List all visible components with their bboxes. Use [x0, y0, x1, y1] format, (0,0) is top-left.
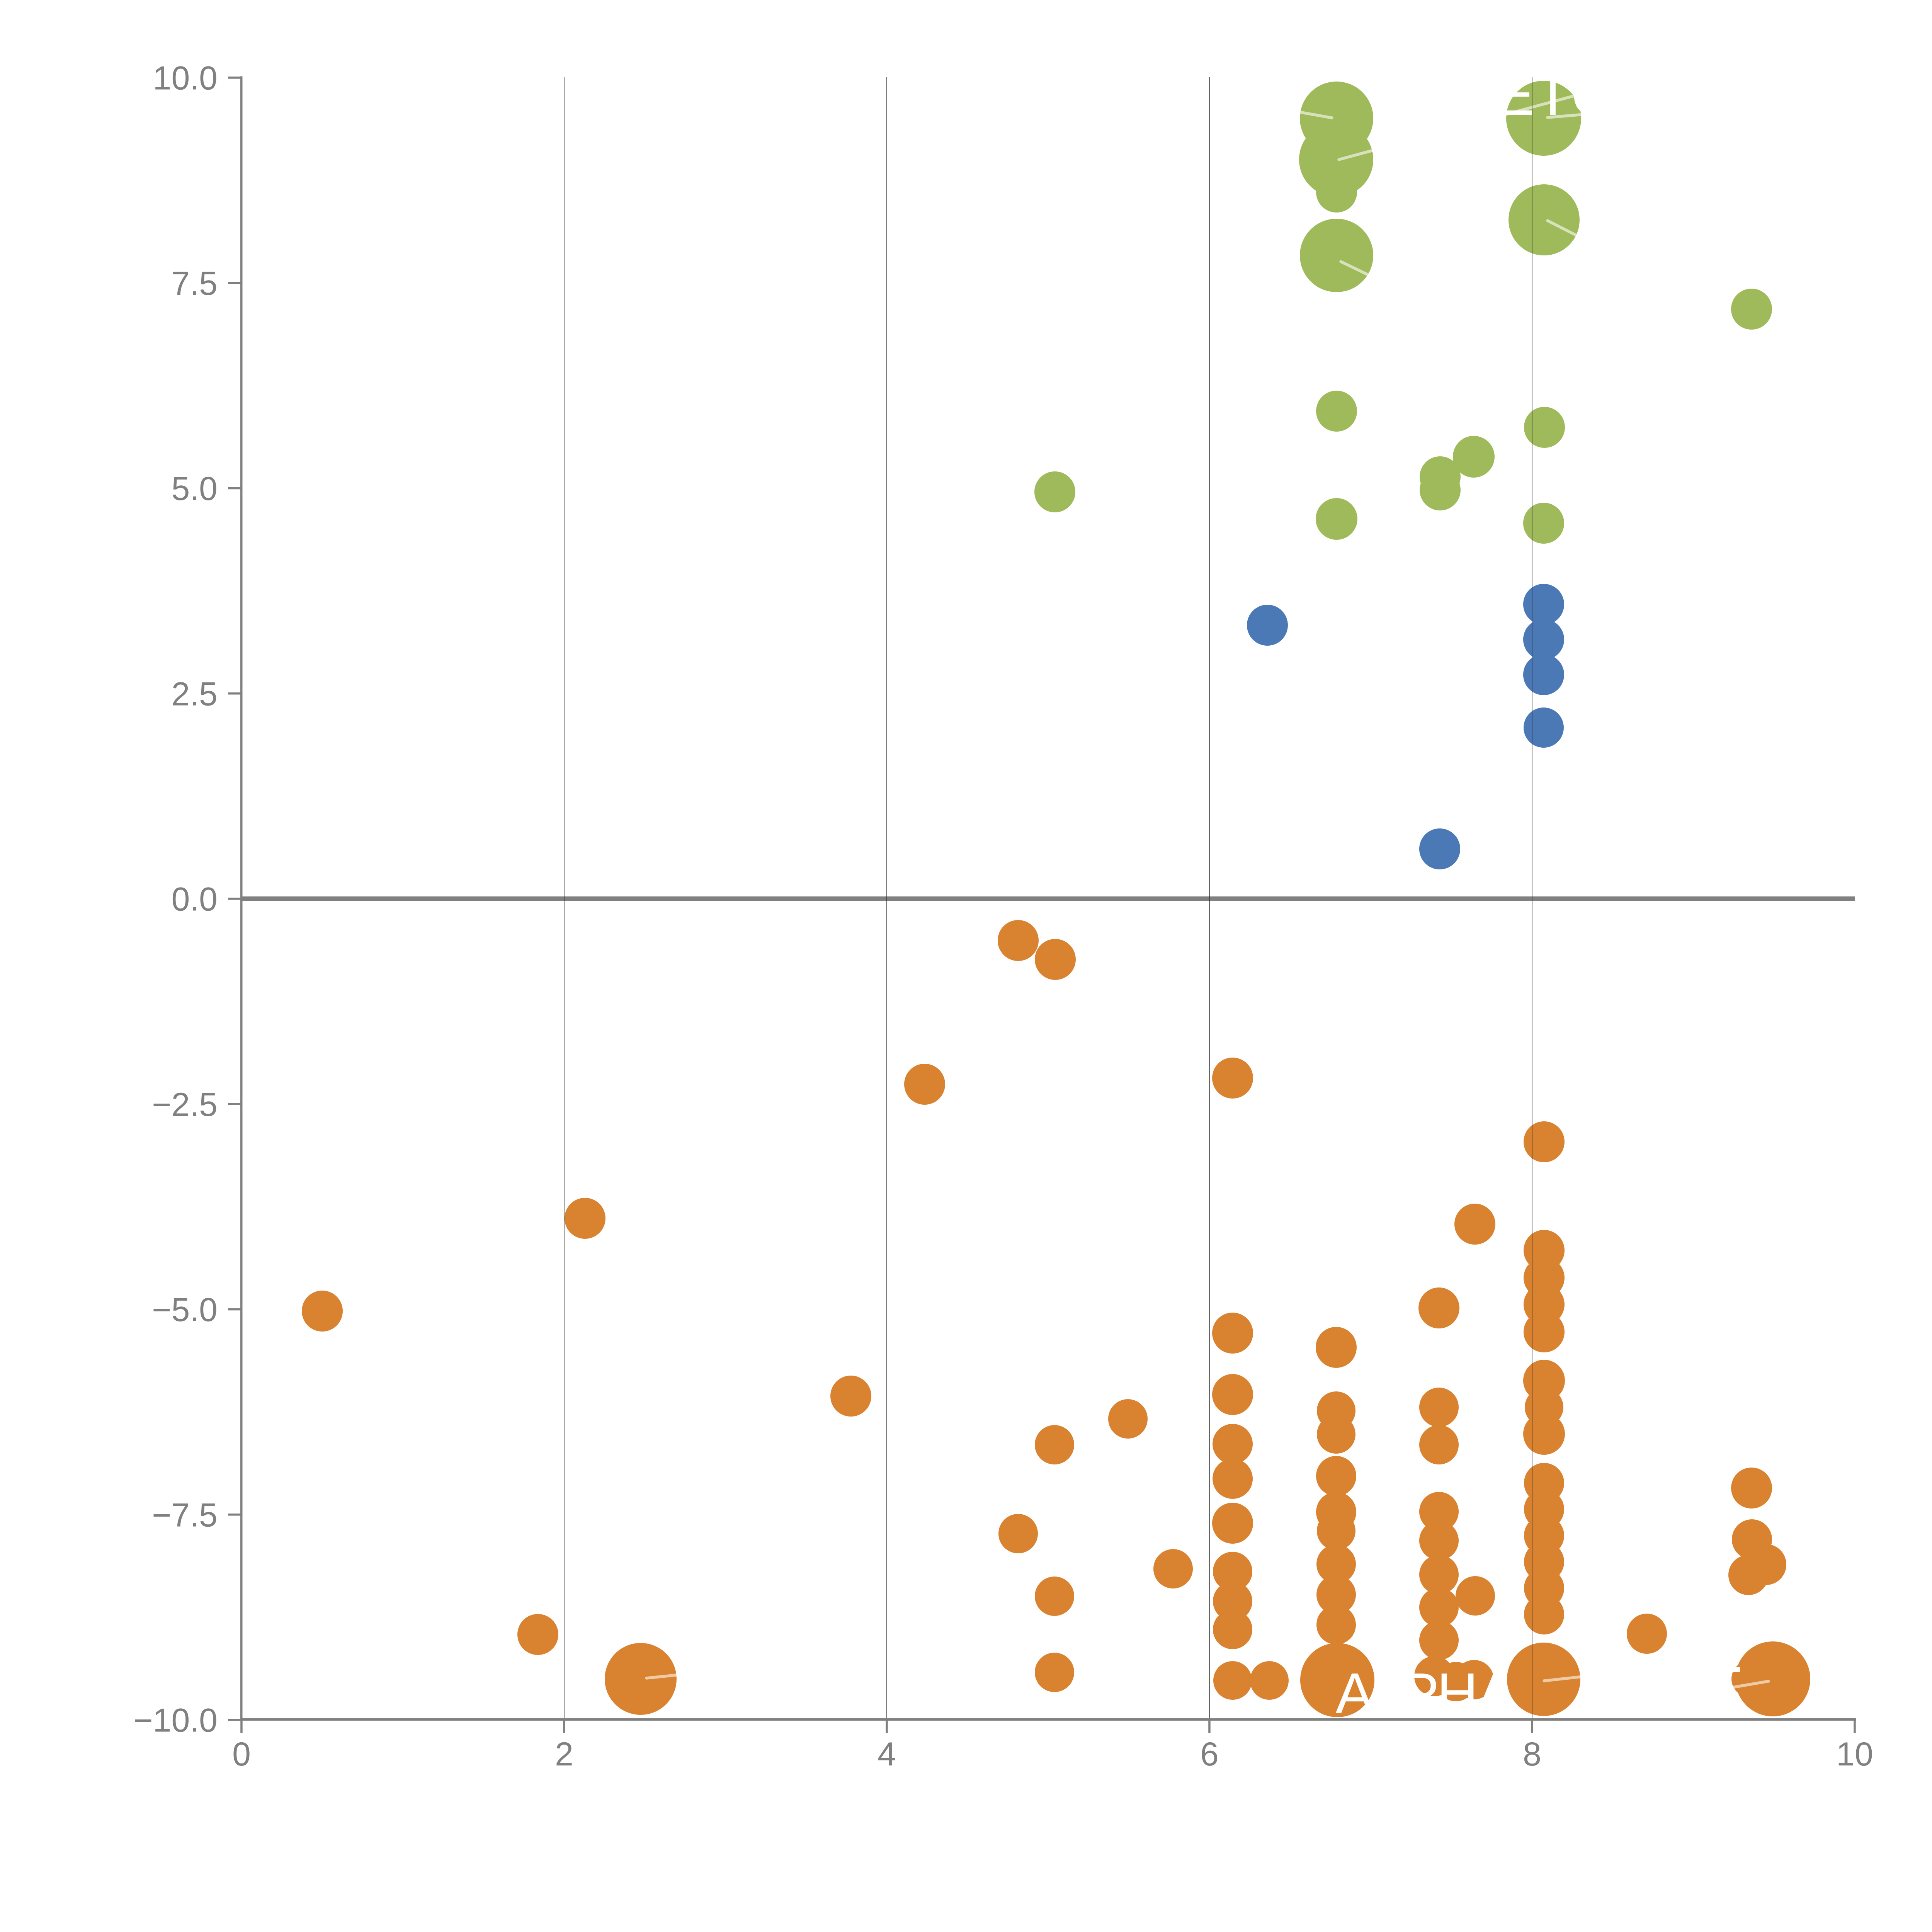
- svg-text:0.0: 0.0: [171, 881, 218, 918]
- svg-text:O: O: [1571, 63, 1616, 127]
- svg-text:2: 2: [555, 1736, 573, 1773]
- svg-text:0: 0: [232, 1736, 251, 1773]
- svg-text:−10.0: −10.0: [133, 1702, 218, 1739]
- svg-text:6: 6: [1200, 1736, 1219, 1773]
- svg-text:10: 10: [1836, 1736, 1873, 1773]
- svg-text:−5.0: −5.0: [152, 1291, 218, 1328]
- svg-text:2.5: 2.5: [171, 675, 218, 713]
- svg-text:E: E: [1497, 63, 1535, 127]
- svg-text:5.0: 5.0: [171, 470, 218, 507]
- svg-text:A: A: [1336, 1662, 1374, 1725]
- svg-text:L: L: [1372, 1662, 1404, 1725]
- svg-text:−2.5: −2.5: [152, 1086, 218, 1123]
- svg-text:7.5: 7.5: [171, 265, 218, 302]
- svg-text:−7.5: −7.5: [152, 1497, 218, 1534]
- svg-text:T: T: [1536, 63, 1570, 127]
- svg-text:P: P: [1401, 1662, 1439, 1725]
- svg-text:4: 4: [878, 1736, 896, 1773]
- svg-text:8: 8: [1523, 1736, 1541, 1773]
- svg-text:H: H: [1437, 1662, 1478, 1725]
- svg-text:A: A: [1477, 1662, 1515, 1725]
- svg-text:10.0: 10.0: [153, 60, 218, 97]
